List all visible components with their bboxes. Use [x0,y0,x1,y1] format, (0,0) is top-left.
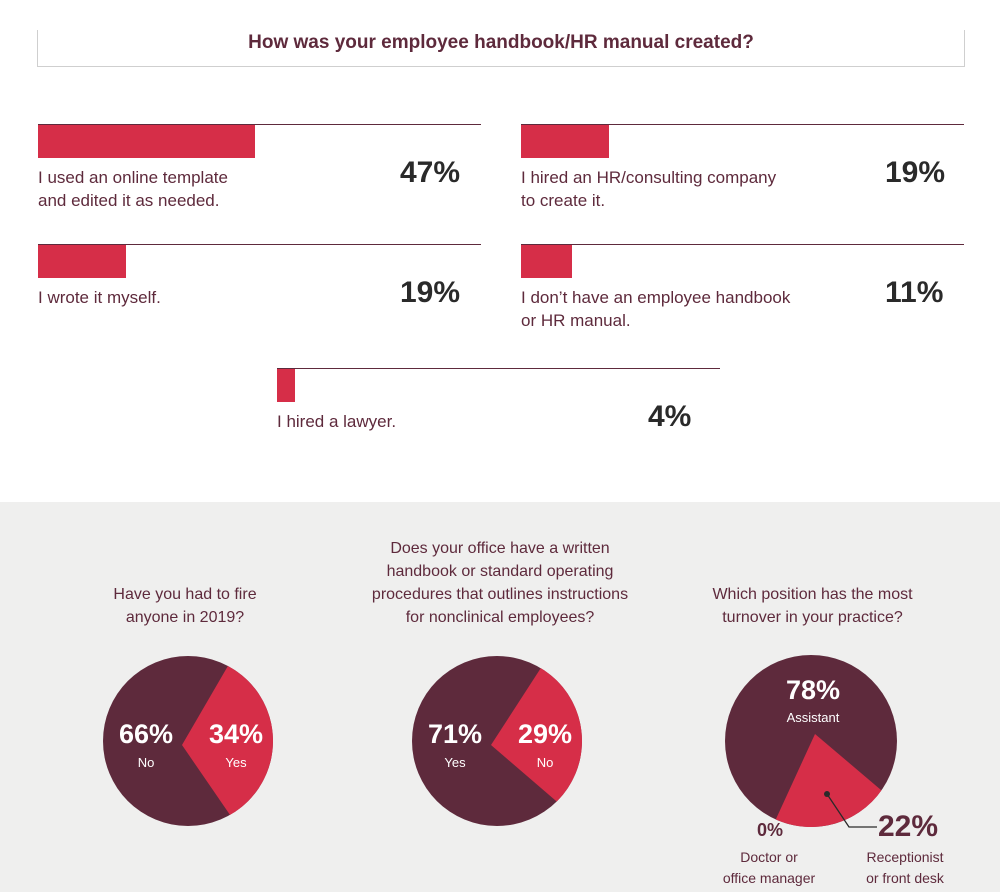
pie-slice [775,734,882,827]
pie-slice-label: No [537,755,554,770]
pie-value-label: 66% [119,719,173,749]
pie-slice [182,665,273,815]
pie-value-label: 71% [428,719,482,749]
title-box: How was your employee handbook/HR manual… [37,30,965,67]
bar-rule [521,124,964,125]
bar [521,245,572,278]
pie-chart: 66% No 34% Yes [103,656,273,826]
pie-slice [491,668,582,802]
bar-value-label: 19% [400,276,461,309]
bar-label: I wrote it myself. [38,286,161,309]
pie-chart: 71% Yes 29% No [412,656,582,826]
pie-slice-label: Doctor or office manager [715,847,823,889]
bar-label-line: or HR manual. [521,311,631,330]
bar-item: I wrote it myself. 19% [38,244,481,334]
bar-item: I don’t have an employee handbook or HR m… [521,244,964,334]
pie-slice-label-line: Receptionist [866,849,944,865]
bar-label: I used an online template and edited it a… [38,166,228,212]
bar-rule [38,244,481,245]
bar-value-label: 47% [400,156,461,189]
pie-slice-label-line: Doctor or [740,849,798,865]
pie-question-line: Does your office have a written [390,540,610,557]
bar-label-line: to create it. [521,191,606,210]
pie-value-label: 34% [209,719,263,749]
pie-slice-label: Assistant [787,710,840,725]
bar-label: I hired an HR/consulting company to creat… [521,166,776,212]
pie-question-line: for nonclinical employees? [405,609,595,626]
bar-rule [38,124,481,125]
pie-question-line: anyone in 2019? [125,609,245,626]
pie-section: Have you had to fire anyone in 2019? 66% No… [0,502,1000,892]
bar-rule [521,244,964,245]
bar-label-line: I used an online template [38,168,228,187]
pie-question-line: turnover in your practice? [722,609,903,626]
pie-value-label: 78% [786,675,840,705]
bar-label-line: and edited it as needed. [38,191,220,210]
pie-slice-label: Yes [225,755,247,770]
pie-slice-label-line: office manager [722,870,816,886]
pie-question: Which position has the most turnover in y… [680,583,945,629]
pie-value-label: 29% [518,719,572,749]
pie-value-label: 22% [878,810,939,843]
bar-item: I hired a lawyer. 4% [277,368,720,458]
bar-value-label: 19% [885,156,946,189]
bar [38,125,255,158]
leader-line [826,793,877,828]
bar-label-line: I hired an HR/consulting company [521,168,777,187]
bar-value-label: 11% [885,276,944,309]
bar-label-line: I don’t have an employee handbook [521,288,791,307]
bar-item: I used an online template and edited it a… [38,124,481,214]
pie-question: Does your office have a written handbook … [340,537,660,629]
pie-value-label: 0% [757,820,784,840]
bar [38,245,126,278]
pie-slice-label: No [138,755,155,770]
bar-value-label: 4% [648,400,692,433]
bar [277,369,296,402]
pie-slice-label: Receptionist or front desk [855,847,955,889]
page-title: How was your employee handbook/HR manual… [248,32,754,53]
pie-chart: 78% Assistant [725,655,897,828]
bar-label: I don’t have an employee handbook or HR m… [521,286,790,332]
bar-label: I hired a lawyer. [277,410,396,433]
pie-question-line: Have you had to fire [113,586,257,603]
pie-slice-label: Yes [444,755,466,770]
bar-item: I hired an HR/consulting company to creat… [521,124,964,214]
pie-slice-label-line: or front desk [866,870,944,886]
bar-rule [277,368,720,369]
bar-label-line: I wrote it myself. [38,288,161,307]
pie-question: Have you had to fire anyone in 2019? [75,583,295,629]
pie-question-line: Which position has the most [712,586,913,603]
bar-label-line: I hired a lawyer. [277,412,397,431]
pie-question-line: procedures that outlines instructions [371,586,629,603]
pie-question-line: handbook or standard operating [386,563,614,580]
bar [521,125,609,158]
